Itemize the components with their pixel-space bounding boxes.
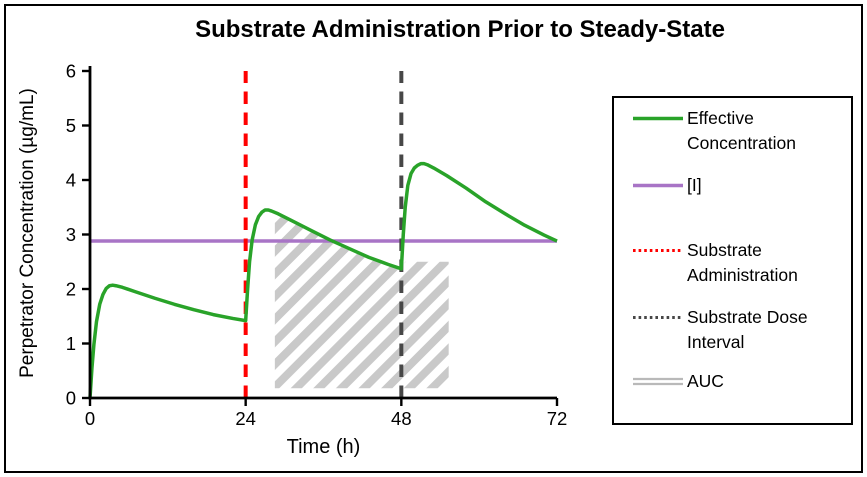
legend: Effective Concentration [I] Substrate Ad… — [612, 96, 853, 425]
x-tick-label: 72 — [547, 408, 568, 429]
x-tick-label: 48 — [391, 408, 412, 429]
legend-item-effective-concentration: Effective Concentration — [632, 106, 847, 156]
effective-concentration-line-swatch — [633, 116, 683, 121]
y-tick-label: 6 — [66, 61, 76, 82]
legend-label: Substrate Dose Interval — [687, 307, 808, 352]
auc-hatch-swatch — [633, 377, 683, 386]
y-tick-label: 0 — [66, 388, 76, 409]
legend-label: Effective Concentration — [687, 108, 796, 153]
y-tick-label: 3 — [66, 224, 76, 245]
y-axis-title: Perpetrator Concentration (µg/mL) — [17, 88, 38, 378]
substrate-administration-dotted-swatch — [633, 249, 683, 252]
legend-label: Substrate Administration — [687, 240, 798, 285]
legend-item-inhibitor-concentration: [I] — [632, 173, 847, 198]
legend-label: [I] — [687, 175, 702, 195]
legend-item-substrate-dose-interval: Substrate Dose Interval — [632, 305, 847, 355]
x-axis-title: Time (h) — [286, 436, 361, 458]
auc-region — [274, 213, 449, 389]
legend-label: AUC — [687, 371, 724, 391]
chart-title: Substrate Administration Prior to Steady… — [195, 16, 725, 43]
series-effective-concentration — [88, 161, 558, 399]
y-tick-label: 1 — [66, 333, 76, 354]
inhibitor-line-swatch — [633, 183, 683, 188]
x-tick-label: 0 — [85, 408, 95, 429]
legend-item-substrate-administration: Substrate Administration — [632, 238, 847, 288]
y-tick-label: 2 — [66, 279, 76, 300]
legend-item-auc: AUC — [632, 369, 847, 394]
y-tick-label: 4 — [66, 170, 76, 191]
x-tick-label: 24 — [235, 408, 256, 429]
substrate-dose-interval-dotted-swatch — [633, 316, 683, 319]
y-tick-label: 5 — [66, 115, 76, 136]
